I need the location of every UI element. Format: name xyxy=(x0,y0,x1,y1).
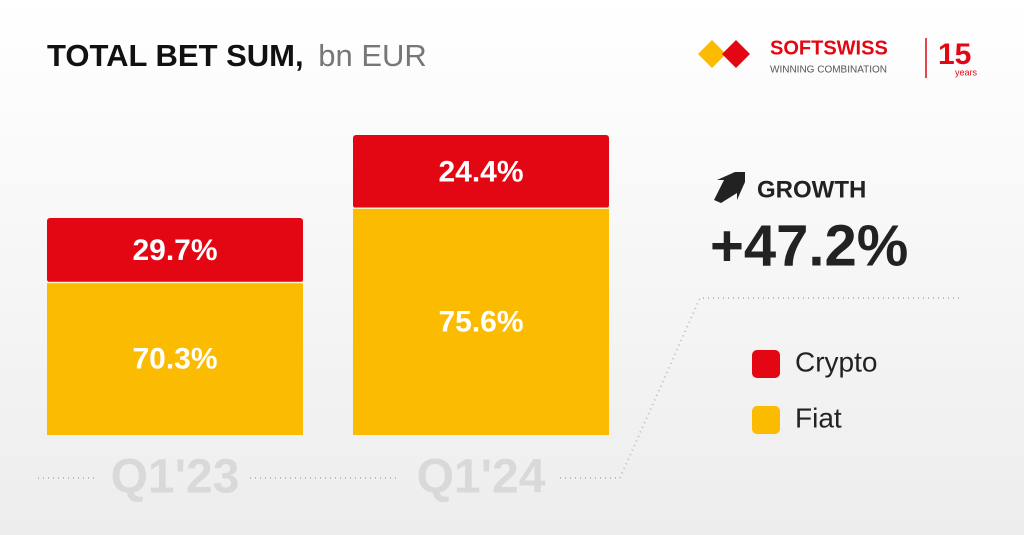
legend-label: Fiat xyxy=(795,402,842,433)
logo-brand: SOFTSWISS xyxy=(770,37,888,59)
logo-anniversary-unit: years xyxy=(955,67,978,77)
logo: SOFTSWISS WINNING COMBINATION 15 years xyxy=(698,37,978,78)
value-label: 29.7% xyxy=(132,234,217,267)
growth-label: GROWTH xyxy=(757,176,866,203)
growth-value: +47.2% xyxy=(710,213,908,278)
x-tick-label: Q1'24 xyxy=(417,451,546,504)
value-label: 75.6% xyxy=(438,306,523,339)
chart-title: TOTAL BET SUM, bn EUR xyxy=(47,38,427,73)
legend-swatch xyxy=(752,406,780,434)
bar-segment xyxy=(47,282,303,435)
logo-tagline: WINNING COMBINATION xyxy=(770,65,887,76)
bar-segment xyxy=(353,135,609,209)
value-label: 70.3% xyxy=(132,343,217,376)
logo-anniversary: 15 xyxy=(938,38,971,71)
bar-segment xyxy=(47,218,303,283)
value-label: 24.4% xyxy=(438,156,523,189)
growth-icon xyxy=(714,172,745,203)
legend-label: Crypto xyxy=(795,346,877,377)
subtitle: bn EUR xyxy=(318,38,427,73)
x-tick-label: Q1'23 xyxy=(111,451,240,504)
logo-icon xyxy=(698,40,726,68)
dotted-guides xyxy=(38,297,962,479)
legend-swatch xyxy=(752,350,780,378)
title: TOTAL BET SUM, xyxy=(47,38,304,73)
logo-icon xyxy=(722,40,750,68)
bar-segment xyxy=(353,208,609,435)
guide xyxy=(560,297,962,479)
